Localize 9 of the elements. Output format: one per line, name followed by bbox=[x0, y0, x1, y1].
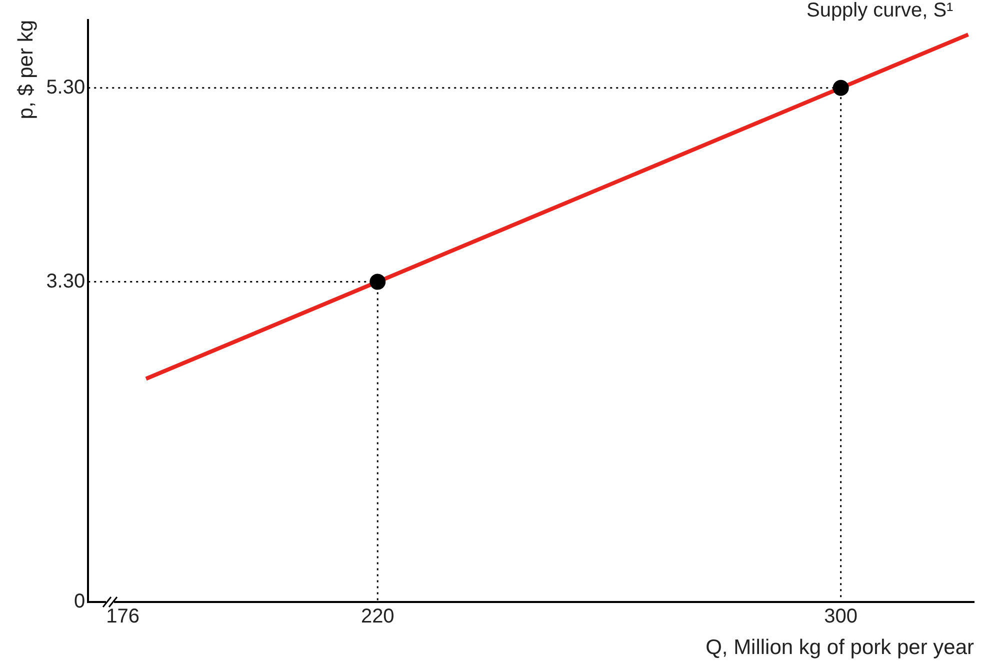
y-axis-title: p, $ per kg bbox=[14, 20, 38, 120]
x-tick-label: 176 bbox=[106, 605, 140, 628]
x-tick-label: 300 bbox=[824, 605, 858, 628]
x-axis-title: Q, Million kg of pork per year bbox=[706, 636, 974, 660]
x-tick-label: 220 bbox=[360, 605, 394, 628]
y-tick-label: 3.30 bbox=[46, 270, 86, 292]
y-tick-label: 5.30 bbox=[46, 76, 86, 98]
annotation: Supply curve, S¹ bbox=[806, 0, 954, 22]
y-tick-label: 0 bbox=[74, 590, 86, 612]
